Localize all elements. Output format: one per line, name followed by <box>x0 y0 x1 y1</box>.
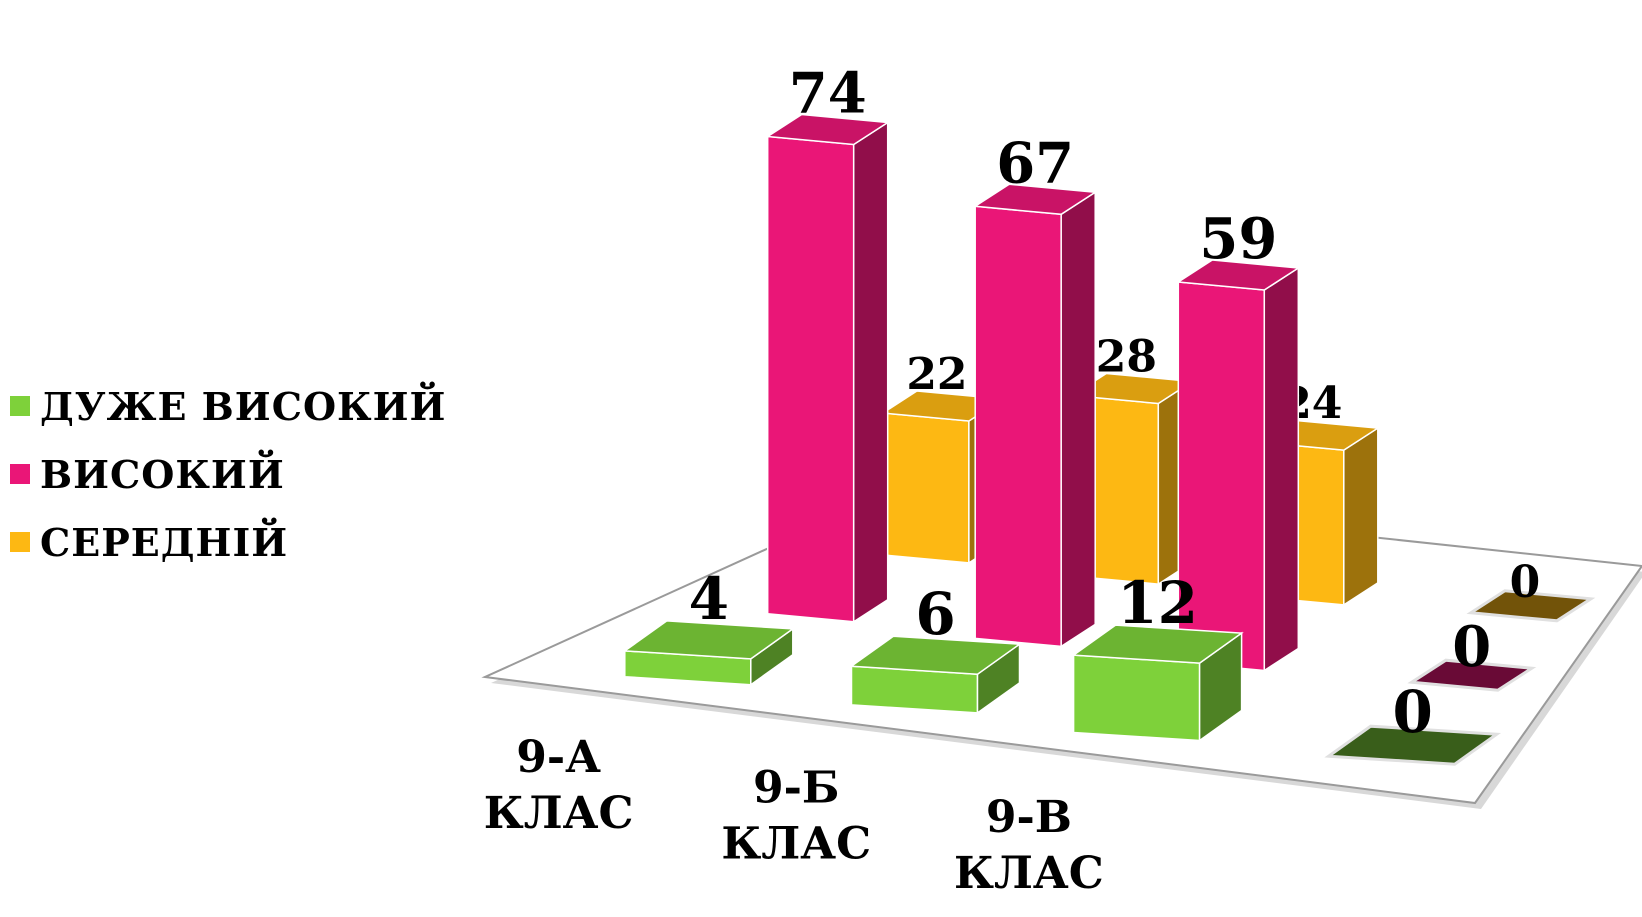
legend-item-high: ВИСОКИЙ <box>10 440 446 508</box>
legend-label-medium: СЕРЕДНІЙ <box>40 519 289 565</box>
bar-very-high-4: 0 <box>1324 678 1502 766</box>
bar-high-3: 59 <box>1176 206 1301 672</box>
bar-top-very-high-4 <box>1324 724 1502 766</box>
value-label-high-2: 67 <box>996 130 1074 196</box>
bar-high-4: 0 <box>1407 614 1537 692</box>
category-label-line: 9-В <box>986 792 1072 843</box>
category-label-line: КЛАС <box>484 788 634 839</box>
value-label-medium-2: 28 <box>1096 332 1157 383</box>
value-label-very-high-2: 6 <box>915 580 955 648</box>
value-label-very-high-4: 0 <box>1393 678 1433 746</box>
bar-top-very-high-1 <box>622 620 795 660</box>
legend: ДУЖЕ ВИСОКИЙ ВИСОКИЙ СЕРЕДНІЙ <box>10 372 446 576</box>
category-label-3: 9-В КЛАС <box>954 792 1104 899</box>
legend-label-very-high: ДУЖЕ ВИСОКИЙ <box>40 383 447 429</box>
bar-top-high-4 <box>1407 658 1537 692</box>
bar-top-very-high-2 <box>849 635 1022 675</box>
bar-high-1: 74 <box>765 61 890 624</box>
category-label-line: 9-Б <box>753 762 839 813</box>
category-label-line: 9-А <box>516 732 601 783</box>
category-label-2: 9-Б КЛАС <box>721 762 871 869</box>
bar-front-high-1 <box>766 135 855 623</box>
value-label-very-high-3: 12 <box>1117 569 1198 637</box>
legend-swatch-high <box>10 464 30 484</box>
bar-high-2: 67 <box>972 130 1098 648</box>
bar-side-high-3 <box>1263 266 1300 672</box>
value-label-very-high-1: 4 <box>689 565 729 633</box>
bar-front-high-2 <box>974 205 1062 648</box>
bar-side-high-2 <box>1060 190 1096 648</box>
legend-item-medium: СЕРЕДНІЙ <box>10 508 446 576</box>
bar-very-high-1: 4 <box>622 565 795 687</box>
bar-top-very-high-3 <box>1071 624 1244 664</box>
value-label-high-3: 59 <box>1199 206 1277 272</box>
category-label-1: 9-А КЛАС <box>484 732 634 839</box>
legend-swatch-medium <box>10 532 30 552</box>
value-label-medium-1: 22 <box>906 349 967 400</box>
bar-side-high-1 <box>852 121 889 624</box>
category-label-line: КЛАС <box>721 818 871 869</box>
bar-top-high-2 <box>972 183 1098 216</box>
bar-front-medium-1 <box>882 412 970 564</box>
bar-top-medium-4 <box>1466 589 1596 623</box>
value-label-medium-4: 0 <box>1510 557 1541 608</box>
bar-medium-4: 0 <box>1466 557 1596 623</box>
legend-swatch-very-high <box>10 396 30 416</box>
bar-very-high-3: 12 <box>1071 569 1244 742</box>
bar-top-high-3 <box>1176 259 1301 291</box>
legend-item-very-high: ДУЖЕ ВИСОКИЙ <box>10 372 446 440</box>
bar-very-high-2: 6 <box>849 580 1022 715</box>
category-label-line: КЛАС <box>954 848 1104 899</box>
value-label-high-4: 0 <box>1452 614 1491 680</box>
legend-label-high: ВИСОКИЙ <box>40 451 285 497</box>
value-label-high-1: 74 <box>789 61 867 127</box>
bar-top-high-1 <box>765 113 890 146</box>
bar-side-medium-3 <box>1343 426 1379 607</box>
bar-front-very-high-3 <box>1072 654 1201 742</box>
